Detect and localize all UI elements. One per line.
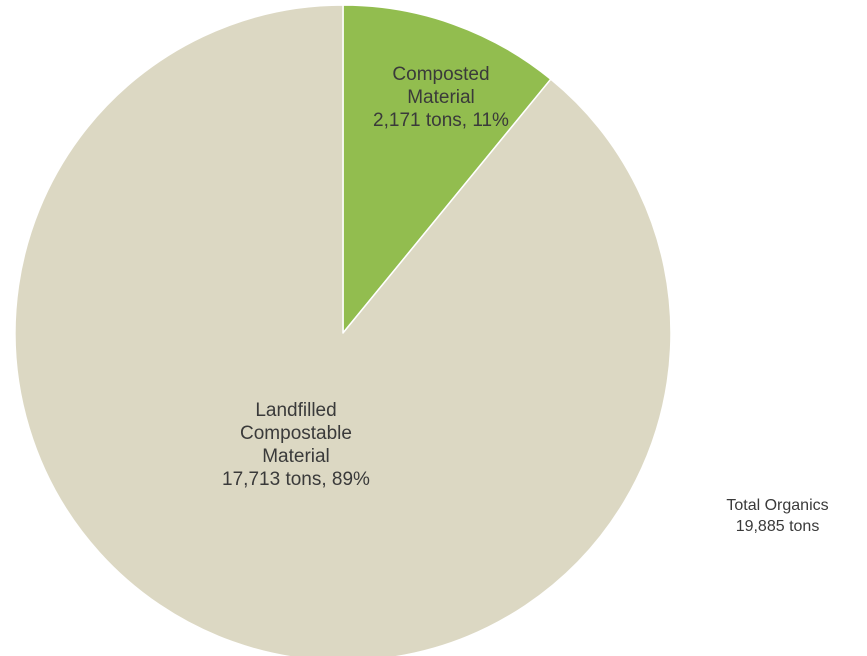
slice-label-line: Material <box>407 87 475 108</box>
total-organics-value: 19,885 tons <box>735 518 820 535</box>
slice-label-line: Landfilled <box>255 400 336 421</box>
slice-label-line: Compostable <box>240 423 352 444</box>
slice-label-landfilled: Landfilled Compostable Material 17,713 tons… <box>222 400 370 490</box>
slice-label-composted: Composted Material 2,171 tons, 11% <box>373 64 509 131</box>
slice-labels: Composted Material 2,171 tons, 11%Landfill… <box>222 64 509 490</box>
total-organics-title: Total Organics <box>726 497 829 514</box>
slice-label-line: Material <box>262 446 330 467</box>
pie-slice-landfilled <box>14 4 672 656</box>
total-organics-label: Total Organics 19,885 tons <box>690 495 865 537</box>
slice-label-line: 17,713 tons, 89% <box>222 469 370 490</box>
slice-label-line: Composted <box>392 64 489 85</box>
pie-slice-composted <box>342 4 552 334</box>
pie-slices <box>14 4 672 656</box>
slice-label-line: 2,171 tons, 11% <box>373 110 509 131</box>
